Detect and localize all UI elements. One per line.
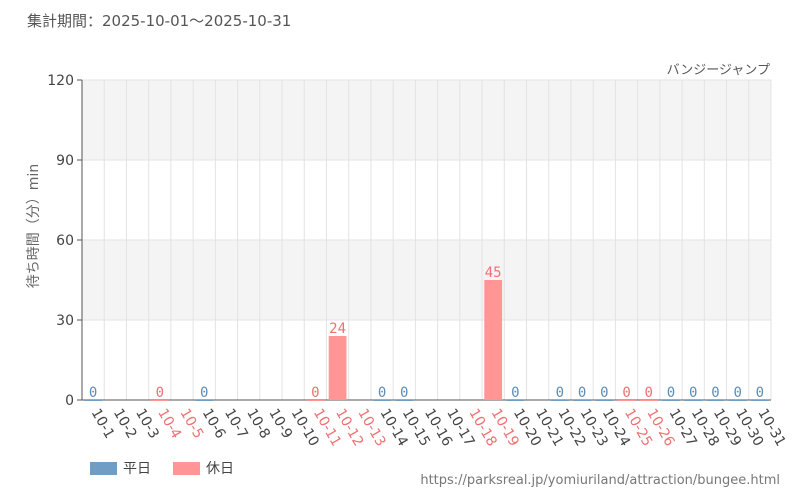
bar-10-26 [639,400,658,401]
bar-10-11 [306,400,325,401]
bar-10-19 [484,280,503,400]
bar-value-label: 0 [667,385,675,401]
plot-band [82,240,771,320]
bar-value-label: 0 [756,385,764,401]
holiday-swatch [173,461,200,475]
bar-10-15 [395,400,414,401]
bar-value-label: 0 [556,385,564,401]
legend-label-holiday: 休日 [206,461,234,477]
bar-10-30 [728,400,747,401]
bar-value-label: 0 [711,385,719,401]
legend: 平日 休日 [90,458,234,478]
bar-value-label: 0 [689,385,697,401]
bar-value-label: 24 [329,321,346,337]
bar-value-label: 0 [578,385,586,401]
bar-10-29 [706,400,725,401]
legend-item-weekday[interactable]: 平日 [90,458,151,478]
plot-band [82,80,771,160]
bar-10-6 [195,400,214,401]
bar-10-25 [617,400,636,401]
bar-10-12 [328,336,347,400]
bar-value-label: 45 [485,265,502,281]
bar-10-14 [373,400,391,401]
bar-value-label: 0 [645,385,653,401]
source-url: https://parksreal.jp/yomiuriland/attract… [420,473,780,488]
bar-value-label: 0 [733,385,741,401]
bar-value-label: 0 [311,385,319,401]
y-tick-label: 90 [56,153,74,169]
bar-value-label: 0 [89,385,97,401]
bar-value-label: 0 [600,385,608,401]
bar-10-28 [684,400,703,401]
bar-value-label: 0 [400,385,408,401]
bar-value-label: 0 [622,385,630,401]
legend-label-weekday: 平日 [123,461,151,477]
bar-value-label: 0 [378,385,386,401]
bar-10-1 [84,400,103,401]
bar-10-27 [662,400,680,401]
bar-10-24 [595,400,614,401]
bar-10-22 [550,400,569,401]
bar-10-31 [750,400,769,401]
bar-value-label: 0 [200,385,208,401]
bar-value-label: 0 [156,385,164,401]
y-tick-label: 30 [56,313,74,329]
weekday-swatch [90,461,117,475]
bar-10-23 [573,400,591,401]
legend-item-holiday[interactable]: 休日 [173,458,234,478]
bar-10-4 [150,400,169,401]
y-tick-label: 60 [56,233,74,249]
chart-subtitle: バンジージャンプ [666,63,770,78]
bar-value-label: 0 [511,385,519,401]
y-tick-label: 0 [65,393,74,409]
y-tick-label: 120 [47,73,74,89]
bar-10-20 [506,400,525,401]
period-label: 集計期間：2025-10-01〜2025-10-31 [27,12,292,30]
